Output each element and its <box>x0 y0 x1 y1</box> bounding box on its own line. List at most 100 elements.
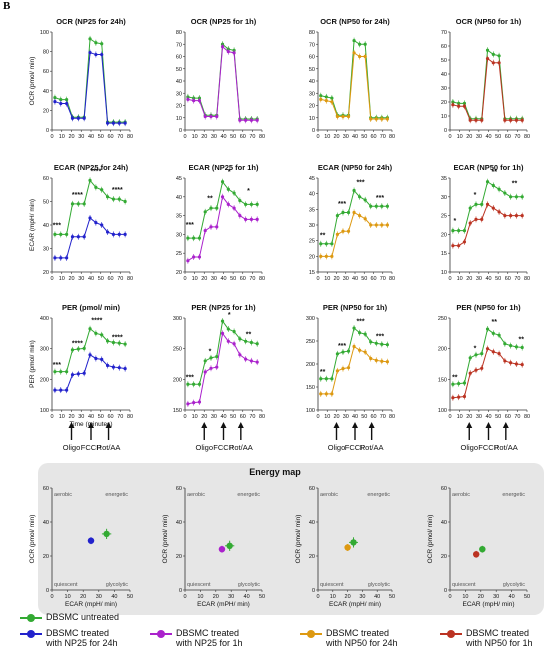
chart-16-x-tick-label: 0 <box>448 594 451 600</box>
chart-9-series-NP25_24h-point <box>53 388 57 392</box>
injection-arrow-head <box>502 422 509 428</box>
chart-7-x-tick-label: 60 <box>370 276 376 282</box>
chart-6-x-tick-label: 70 <box>249 276 255 282</box>
chart-8-series-untreated-point <box>520 195 524 199</box>
chart-14-quadrant-energetic: energetic <box>237 492 260 498</box>
chart-3-y-tick-label: 10 <box>309 116 315 122</box>
chart-9-series-NP25_24h-point <box>111 365 116 369</box>
chart-6-x-tick-label: 60 <box>240 276 246 282</box>
chart-16-point-NP50_1h <box>472 551 480 558</box>
chart-4-x-tick-label: 20 <box>466 134 472 140</box>
chart-9-y-tick-label: 400 <box>40 316 49 322</box>
chart-10-x-tick-label: 50 <box>230 414 236 420</box>
chart-1-series-NP25_24h-point <box>94 52 98 57</box>
chart-12-series-untreated-point <box>491 331 495 335</box>
chart-3-x-tick-label: 60 <box>370 134 376 140</box>
chart-9-title: PER (pmol/ min) <box>62 303 120 312</box>
chart-11-series-NP50_24h-point <box>341 367 345 371</box>
chart-9-series-NP25_24h-point <box>59 388 63 392</box>
chart-7-title: ECAR (NP50 for 24h) <box>318 163 393 172</box>
chart-12-x-tick-label: 30 <box>476 414 482 420</box>
chart-7-series-NP50_24h-point <box>324 254 328 258</box>
chart-9-series-NP25_24h-point <box>123 367 127 371</box>
injection-label-fccp: FCCP <box>81 443 101 452</box>
chart-7-series-NP50_24h-point <box>369 223 373 227</box>
chart-8-x-tick-label: 30 <box>476 276 482 282</box>
chart-3-series-untreated-point <box>319 94 323 98</box>
injection-label-fccp: FCCP <box>213 443 233 452</box>
chart-1-x-tick-label: 40 <box>88 134 94 140</box>
chart-11-series-NP50_24h-point <box>374 358 378 362</box>
chart-3-series-NP50_24h-point <box>369 117 373 121</box>
legend-marker <box>300 629 322 639</box>
chart-1-y-label: OCR (pmol/ min) <box>29 57 36 106</box>
chart-13-x-tick-label: 40 <box>111 594 117 600</box>
chart-15-y-tick-label: 40 <box>309 520 315 526</box>
injection-label-rot-aa: Rot/AA <box>360 443 384 452</box>
chart-7-series-untreated-point <box>358 195 362 199</box>
chart-15-quadrant-energetic: energetic <box>367 492 390 498</box>
chart-8-series-NP50_1h-line <box>452 203 523 247</box>
chart-3-series-untreated-point <box>352 38 356 43</box>
chart-15-quadrant-quiescent: quiescent <box>320 582 344 588</box>
chart-10-series-untreated-point <box>220 319 225 323</box>
chart-9-series-NP25_24h-point <box>65 388 69 392</box>
chart-15-quadrant-glycolytic: glycolytic <box>368 582 391 588</box>
chart-14-quadrant-glycolytic: glycolytic <box>238 582 261 588</box>
legend-label: DBSMC treated with NP50 for 1h <box>466 628 533 648</box>
chart-5-series-NP25_24h-point <box>117 232 121 236</box>
chart-2-series-NP25_1h-point <box>203 114 207 119</box>
chart-4-series-untreated-point <box>485 48 490 52</box>
chart-12-series-NP50_1h-line <box>452 347 523 399</box>
chart-6-series-NP25_1h-point <box>232 206 236 210</box>
chart-7-y-tick-label: 35 <box>309 207 315 213</box>
chart-3-series-NP50_24h-point <box>363 54 367 59</box>
chart-11-y-tick-label: 100 <box>306 408 315 414</box>
chart-11-series-untreated-point <box>352 326 356 330</box>
chart-7-series-untreated-point <box>319 242 323 246</box>
chart-3-y-tick-label: 40 <box>309 79 315 85</box>
chart-5-series-NP25_24h-point <box>82 235 86 239</box>
chart-7-significance-label: *** <box>338 201 346 208</box>
chart-2-title: OCR (NP25 for 1h) <box>191 17 257 26</box>
chart-13-y-tick-label: 0 <box>46 588 49 594</box>
chart-9-series-untreated-point <box>123 342 127 346</box>
chart-3-x-tick-label: 30 <box>343 134 349 140</box>
chart-11-y-tick-label: 300 <box>306 316 315 322</box>
chart-8-series-NP50_1h-point <box>509 214 513 218</box>
chart-14-y-tick-label: 40 <box>176 520 182 526</box>
chart-12-series-NP50_1h-point <box>480 366 484 370</box>
legend-label: DBSMC treated with NP25 for 24h <box>46 628 118 648</box>
chart-2-series-NP25_1h-point <box>232 51 236 55</box>
chart-6-y-tick-label: 30 <box>176 232 182 238</box>
chart-14-x-tick-label: 20 <box>213 594 219 600</box>
chart-5-significance-label: *** <box>53 222 61 229</box>
chart-7-series-untreated-point <box>369 204 373 208</box>
chart-9-series-NP25_24h-point <box>82 371 86 375</box>
legend-marker <box>440 629 462 639</box>
chart-8-series-untreated-point <box>462 229 467 233</box>
chart-1-series-untreated-point <box>59 98 63 102</box>
chart-9-series-untreated-point <box>105 339 110 343</box>
chart-9-series-NP25_24h-point <box>100 357 104 361</box>
chart-8-series-NP50_1h-point <box>514 214 519 218</box>
chart-1-series-NP25_24h-point <box>70 116 75 120</box>
chart-10-series-untreated-point <box>249 340 254 345</box>
chart-6-title: ECAR (NP25 for 1h) <box>188 163 259 172</box>
chart-16-x-tick-label: 40 <box>509 594 515 600</box>
chart-4-series-NP50_1h-line <box>452 57 523 121</box>
chart-7-series-untreated-point <box>324 242 328 246</box>
chart-8-series-untreated-point <box>514 195 519 199</box>
chart-4-series-NP50_1h-point <box>480 118 484 122</box>
chart-14-y-tick-label: 20 <box>176 554 182 560</box>
chart-8-series-untreated-point <box>503 191 507 195</box>
chart-5-series-NP25_24h-point <box>53 256 57 260</box>
chart-7-series-NP50_24h-point <box>363 217 367 221</box>
chart-1-x-tick-label: 70 <box>117 134 123 140</box>
chart-5-series-NP25_24h-point <box>111 232 116 236</box>
chart-8-series-untreated-point <box>497 187 501 191</box>
chart-12-series-untreated-point <box>462 381 467 385</box>
chart-10-title: PER (NP25 for 1h) <box>191 303 256 312</box>
chart-2-series-NP25_1h-point <box>186 97 190 101</box>
chart-3-series-untreated-point <box>330 96 334 100</box>
